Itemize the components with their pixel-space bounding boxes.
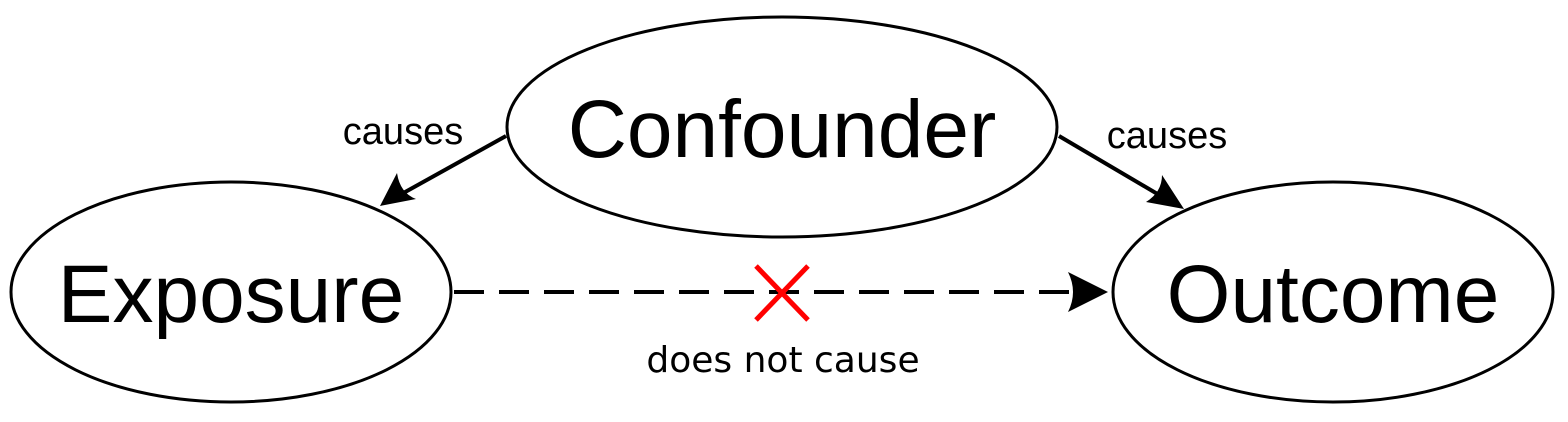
arrowhead-icon (1146, 175, 1184, 209)
node-outcome-label: Outcome (1167, 249, 1500, 340)
edge-line (397, 134, 507, 198)
arrowhead-icon (1068, 272, 1108, 312)
node-outcome: Outcome (1111, 180, 1555, 404)
node-confounder: Confounder (505, 15, 1059, 239)
edge-line (1057, 134, 1168, 201)
arrowhead-icon (380, 173, 416, 206)
edge-exposure-to-outcome (454, 264, 1108, 322)
node-exposure-ellipse (9, 180, 453, 404)
edge-confounder-to-outcome (1057, 134, 1184, 209)
cross-icon (754, 264, 810, 322)
edge-confounder-to-exposure (380, 134, 507, 206)
node-outcome-ellipse (1111, 180, 1555, 404)
node-confounder-ellipse (505, 15, 1059, 239)
edge-label-confounder-outcome: causes (1107, 115, 1227, 157)
node-exposure-label: Exposure (58, 249, 404, 340)
edge-label-confounder-exposure: causes (343, 111, 463, 153)
node-confounder-label: Confounder (568, 84, 997, 175)
edge-label-exposure-outcome: does not cause (646, 340, 919, 381)
node-exposure: Exposure (9, 180, 453, 404)
